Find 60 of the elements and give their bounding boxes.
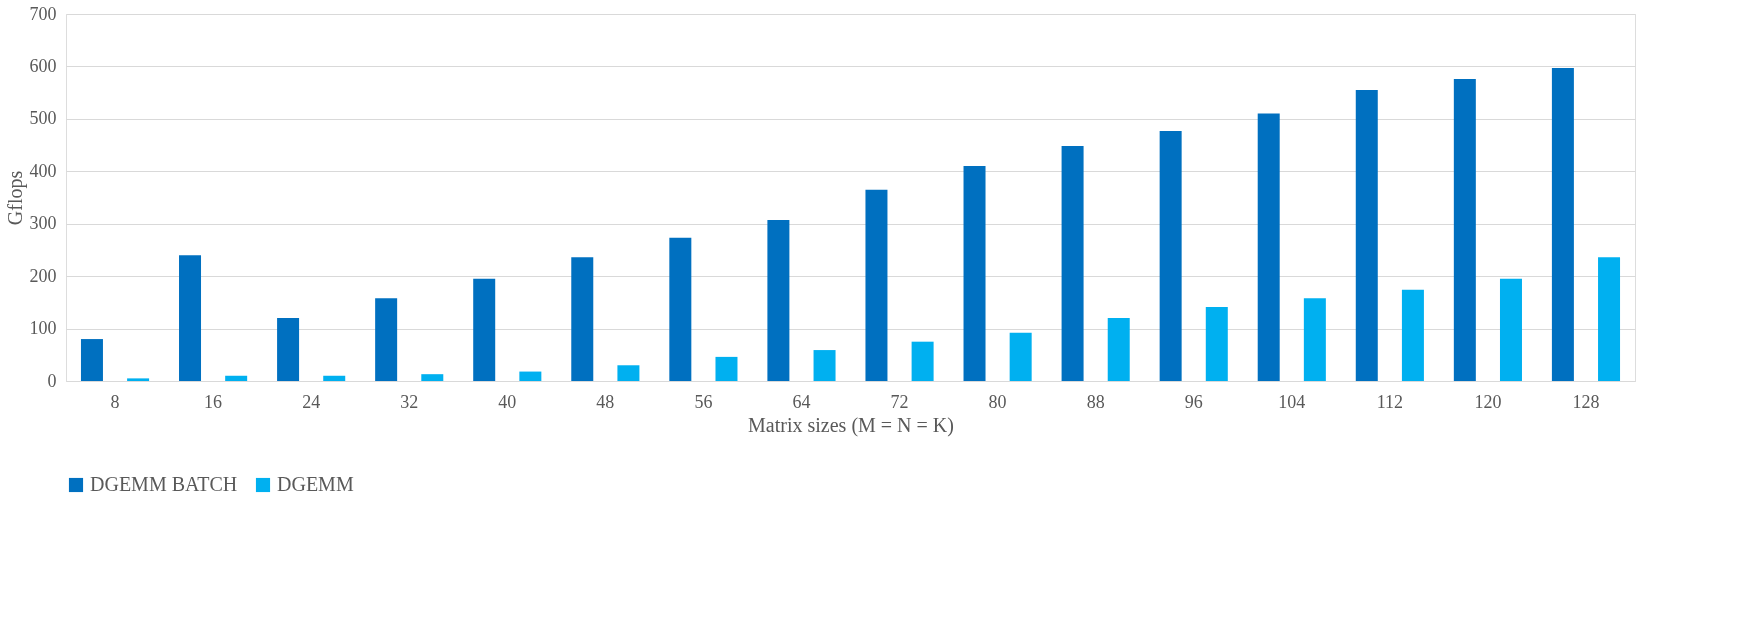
bar bbox=[571, 257, 594, 381]
x-tick-label: 104 bbox=[1278, 391, 1306, 412]
x-tick-label: 88 bbox=[1086, 391, 1105, 412]
x-tick-label: 72 bbox=[890, 391, 909, 412]
y-axis-title: Gflops bbox=[3, 170, 27, 226]
y-tick-label: 700 bbox=[29, 3, 57, 24]
bar bbox=[1159, 130, 1182, 381]
bar bbox=[1061, 146, 1084, 381]
bar bbox=[225, 375, 248, 381]
legend-label: DGEMM bbox=[277, 473, 354, 495]
y-tick-label: 600 bbox=[29, 55, 57, 76]
bar bbox=[519, 371, 542, 381]
legend-label: DGEMM BATCH bbox=[90, 473, 238, 495]
y-tick-label: 200 bbox=[29, 265, 57, 286]
bar bbox=[865, 189, 888, 381]
bar bbox=[1107, 318, 1130, 381]
x-tick-label: 80 bbox=[988, 391, 1007, 412]
x-tick-label: 120 bbox=[1474, 391, 1502, 412]
bar bbox=[813, 350, 836, 381]
y-tick-label: 300 bbox=[29, 213, 57, 234]
x-tick-label: 40 bbox=[498, 391, 517, 412]
bar bbox=[1303, 298, 1326, 381]
y-tick-label: 400 bbox=[29, 160, 57, 181]
bar bbox=[617, 365, 640, 381]
x-tick-label: 128 bbox=[1572, 391, 1600, 412]
y-tick-label: 500 bbox=[29, 108, 57, 129]
bar bbox=[473, 278, 496, 381]
x-tick-label: 24 bbox=[302, 391, 321, 412]
bar bbox=[1257, 113, 1280, 381]
x-tick-label: 96 bbox=[1184, 391, 1203, 412]
x-tick-label: 32 bbox=[400, 391, 419, 412]
bar bbox=[1551, 68, 1574, 381]
bar bbox=[767, 220, 790, 381]
x-tick-label: 112 bbox=[1376, 391, 1404, 412]
bar bbox=[375, 298, 398, 381]
bar bbox=[323, 375, 346, 381]
bar bbox=[1205, 307, 1228, 381]
bar bbox=[1453, 79, 1476, 381]
bar bbox=[1499, 278, 1522, 381]
x-tick-label: 16 bbox=[204, 391, 223, 412]
bar bbox=[669, 237, 692, 381]
x-tick-label: 64 bbox=[792, 391, 811, 412]
bar bbox=[963, 166, 986, 381]
bar bbox=[277, 318, 300, 381]
x-tick-label: 48 bbox=[596, 391, 615, 412]
bar bbox=[1355, 90, 1378, 381]
bar bbox=[127, 378, 150, 381]
y-tick-label: 0 bbox=[47, 370, 57, 391]
x-tick-label: 56 bbox=[694, 391, 713, 412]
bar bbox=[1009, 332, 1032, 381]
bar bbox=[179, 255, 202, 381]
bar bbox=[421, 374, 444, 381]
bar bbox=[911, 341, 934, 381]
bar bbox=[1598, 257, 1621, 381]
bar bbox=[80, 339, 103, 381]
bar bbox=[715, 356, 738, 381]
y-tick-label: 100 bbox=[29, 318, 57, 339]
x-tick-label: 8 bbox=[110, 391, 120, 412]
x-axis-title: Matrix sizes (M = N = K) bbox=[748, 413, 954, 437]
bar bbox=[1401, 289, 1424, 381]
